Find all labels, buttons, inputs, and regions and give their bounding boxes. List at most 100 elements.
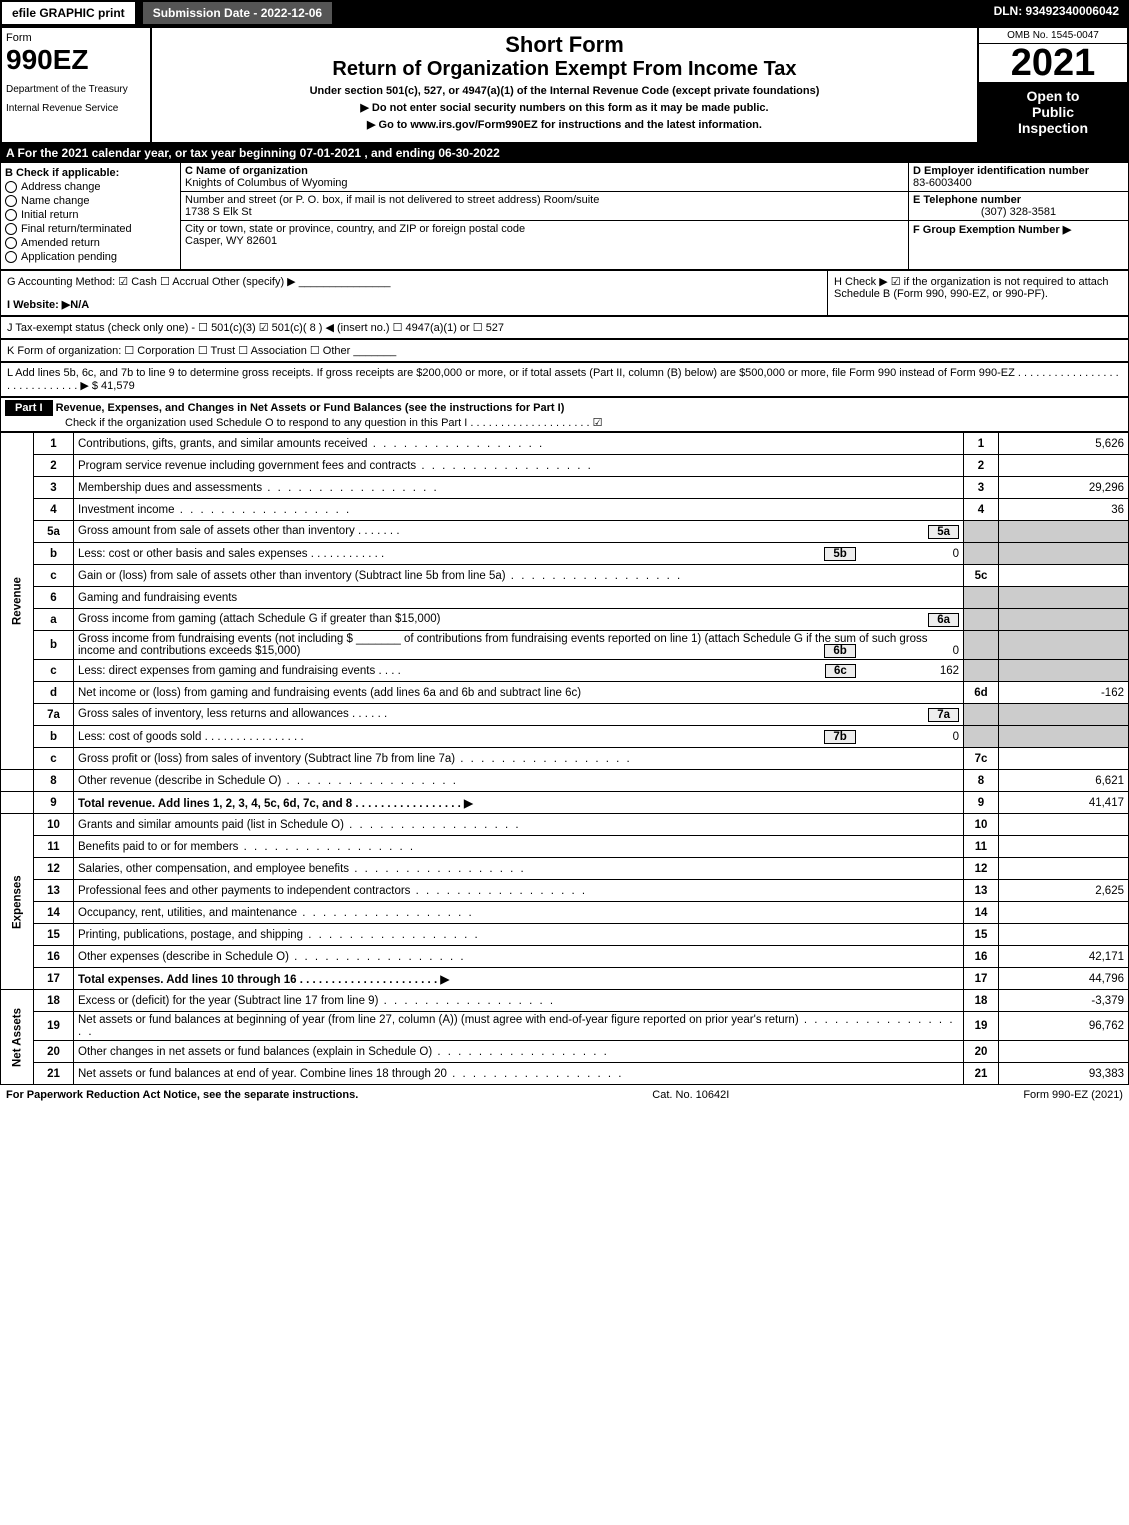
line-7c-val bbox=[999, 748, 1129, 770]
line-8-val: 6,621 bbox=[999, 770, 1129, 792]
line-6d-num: d bbox=[34, 682, 74, 704]
line-13-num: 13 bbox=[34, 880, 74, 902]
form-label: Form bbox=[6, 32, 146, 44]
line-6a-grey bbox=[964, 609, 999, 631]
line-17-desc: Total expenses. Add lines 10 through 16 … bbox=[74, 968, 964, 990]
line-5a-grey bbox=[964, 521, 999, 543]
part-i-table: Revenue 1Contributions, gifts, grants, a… bbox=[0, 432, 1129, 1085]
line-5c-desc: Gain or (loss) from sale of assets other… bbox=[74, 565, 964, 587]
line-2-desc: Program service revenue including govern… bbox=[74, 455, 964, 477]
header-right: OMB No. 1545-0047 2021 Open to Public In… bbox=[977, 28, 1127, 142]
line-5b-sv: 0 bbox=[859, 548, 959, 560]
line-5a-greyval bbox=[999, 521, 1129, 543]
title-return: Return of Organization Exempt From Incom… bbox=[160, 58, 969, 81]
line-4-r: 4 bbox=[964, 499, 999, 521]
line-12-r: 12 bbox=[964, 858, 999, 880]
org-city: Casper, WY 82601 bbox=[185, 235, 277, 247]
line-18-desc: Excess or (deficit) for the year (Subtra… bbox=[74, 990, 964, 1012]
line-9-desc: Total revenue. Add lines 1, 2, 3, 4, 5c,… bbox=[74, 792, 964, 814]
line-13-r: 13 bbox=[964, 880, 999, 902]
section-c-org: C Name of organizationKnights of Columbu… bbox=[181, 163, 908, 269]
line-14-desc: Occupancy, rent, utilities, and maintena… bbox=[74, 902, 964, 924]
line-1-desc: Contributions, gifts, grants, and simila… bbox=[74, 433, 964, 455]
submission-date: Submission Date - 2022-12-06 bbox=[141, 0, 334, 26]
line-15-val bbox=[999, 924, 1129, 946]
line-6a-greyval bbox=[999, 609, 1129, 631]
section-a-tax-year: A For the 2021 calendar year, or tax yea… bbox=[0, 144, 1129, 162]
line-3-val: 29,296 bbox=[999, 477, 1129, 499]
line-6a-num: a bbox=[34, 609, 74, 631]
footer-form: Form 990-EZ (2021) bbox=[1023, 1089, 1123, 1101]
line-12-num: 12 bbox=[34, 858, 74, 880]
line-6b-num: b bbox=[34, 631, 74, 660]
line-6-desc: Gaming and fundraising events bbox=[74, 587, 964, 609]
line-8-desc: Other revenue (describe in Schedule O) bbox=[74, 770, 964, 792]
check-final-return[interactable]: Final return/terminated bbox=[5, 223, 176, 235]
line-1-r: 1 bbox=[964, 433, 999, 455]
line-11-val bbox=[999, 836, 1129, 858]
tax-exempt-status: J Tax-exempt status (check only one) - ☐… bbox=[0, 316, 1129, 339]
line-5c-val bbox=[999, 565, 1129, 587]
check-amended-return[interactable]: Amended return bbox=[5, 237, 176, 249]
efile-print-button[interactable]: efile GRAPHIC print bbox=[0, 0, 137, 26]
line-5b-sb: 5b bbox=[824, 547, 855, 561]
irs-label: Internal Revenue Service bbox=[6, 103, 146, 114]
line-5a-num: 5a bbox=[34, 521, 74, 543]
section-def: D Employer identification number83-60034… bbox=[908, 163, 1128, 269]
line-l-gross-receipts: L Add lines 5b, 6c, and 7b to line 9 to … bbox=[0, 362, 1129, 397]
line-6b-desc: Gross income from fundraising events (no… bbox=[78, 633, 928, 657]
inspect-line2: Public bbox=[983, 104, 1123, 120]
line-16-val: 42,171 bbox=[999, 946, 1129, 968]
line-11-desc: Benefits paid to or for members bbox=[74, 836, 964, 858]
subtitle-section: Under section 501(c), 527, or 4947(a)(1)… bbox=[160, 85, 969, 97]
top-bar: efile GRAPHIC print Submission Date - 20… bbox=[0, 0, 1129, 26]
check-application-pending[interactable]: Application pending bbox=[5, 251, 176, 263]
line-11-r: 11 bbox=[964, 836, 999, 858]
line-13-val: 2,625 bbox=[999, 880, 1129, 902]
phone-value: (307) 328-3581 bbox=[913, 206, 1124, 218]
line-6d-val: -162 bbox=[999, 682, 1129, 704]
line-5a-sb: 5a bbox=[928, 525, 959, 539]
line-6b-sv: 0 bbox=[859, 645, 959, 657]
f-group-exemption: F Group Exemption Number ▶ bbox=[913, 224, 1071, 236]
line-6c-num: c bbox=[34, 660, 74, 682]
line-5a-desc: Gross amount from sale of assets other t… bbox=[78, 525, 355, 537]
e-phone-label: E Telephone number bbox=[913, 194, 1021, 206]
line-7c-desc: Gross profit or (loss) from sales of inv… bbox=[74, 748, 964, 770]
check-name-change[interactable]: Name change bbox=[5, 195, 176, 207]
form-header: Form 990EZ Department of the Treasury In… bbox=[0, 26, 1129, 144]
b-label: B Check if applicable: bbox=[5, 167, 176, 179]
line-7b-sv: 0 bbox=[859, 731, 959, 743]
net-assets-side-label: Net Assets bbox=[1, 990, 34, 1085]
inspect-line3: Inspection bbox=[983, 120, 1123, 136]
check-address-change[interactable]: Address change bbox=[5, 181, 176, 193]
d-ein-label: D Employer identification number bbox=[913, 165, 1089, 177]
line-19-r: 19 bbox=[964, 1012, 999, 1041]
c-street-label: Number and street (or P. O. box, if mail… bbox=[185, 194, 599, 206]
form-of-organization: K Form of organization: ☐ Corporation ☐ … bbox=[0, 339, 1129, 362]
line-5b-grey bbox=[964, 543, 999, 565]
line-19-val: 96,762 bbox=[999, 1012, 1129, 1041]
check-initial-return[interactable]: Initial return bbox=[5, 209, 176, 221]
line-9-num: 9 bbox=[34, 792, 74, 814]
line-15-r: 15 bbox=[964, 924, 999, 946]
line-6a-desc: Gross income from gaming (attach Schedul… bbox=[78, 613, 440, 625]
dln-label: DLN: 93492340006042 bbox=[984, 0, 1129, 26]
line-19-num: 19 bbox=[34, 1012, 74, 1041]
line-8-r: 8 bbox=[964, 770, 999, 792]
line-3-desc: Membership dues and assessments bbox=[74, 477, 964, 499]
line-5b-desc: Less: cost or other basis and sales expe… bbox=[78, 548, 308, 560]
subtitle-goto: ▶ Go to www.irs.gov/Form990EZ for instru… bbox=[160, 118, 969, 131]
line-6b-grey bbox=[964, 631, 999, 660]
line-7a-num: 7a bbox=[34, 704, 74, 726]
accounting-method: G Accounting Method: ☑ Cash ☐ Accrual Ot… bbox=[7, 275, 821, 288]
line-16-num: 16 bbox=[34, 946, 74, 968]
footer-catno: Cat. No. 10642I bbox=[652, 1089, 729, 1101]
line-14-r: 14 bbox=[964, 902, 999, 924]
line-7c-num: c bbox=[34, 748, 74, 770]
line-7a-sb: 7a bbox=[928, 708, 959, 722]
line-15-desc: Printing, publications, postage, and shi… bbox=[74, 924, 964, 946]
line-1-num: 1 bbox=[34, 433, 74, 455]
line-7b-sb: 7b bbox=[824, 730, 855, 744]
line-6c-desc: Less: direct expenses from gaming and fu… bbox=[78, 665, 375, 677]
